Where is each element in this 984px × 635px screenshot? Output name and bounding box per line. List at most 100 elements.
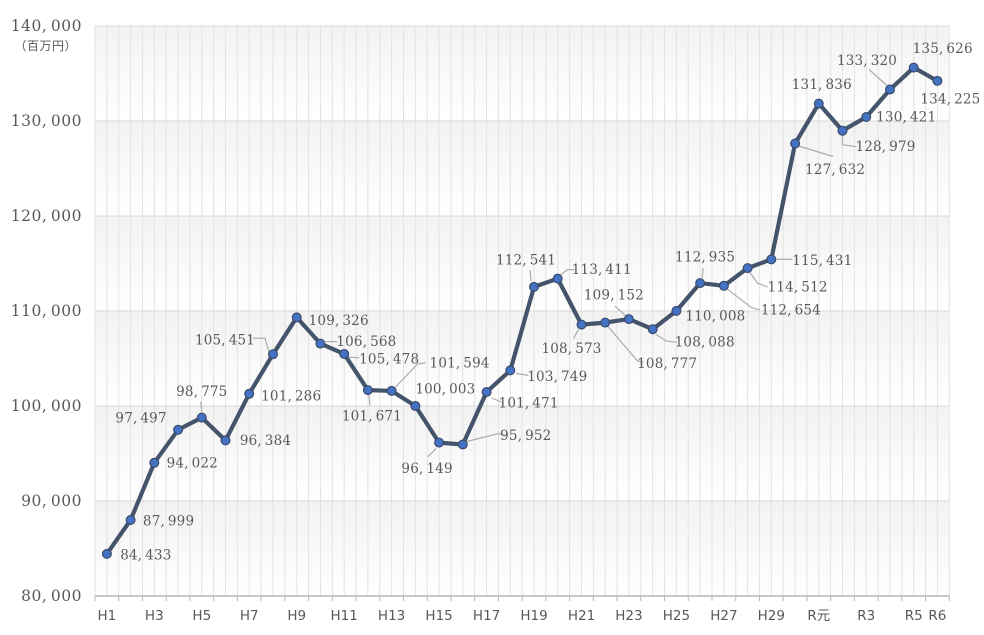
- data-point-marker[interactable]: [386, 385, 397, 396]
- x-tick-label: H13: [378, 608, 405, 624]
- data-point-marker[interactable]: [244, 388, 255, 399]
- series-line: [104, 65, 940, 556]
- data-label-leader-line: [395, 362, 426, 388]
- data-point-marker[interactable]: [149, 457, 160, 468]
- data-point-marker[interactable]: [505, 365, 516, 376]
- data-label-leader-line: [614, 305, 627, 317]
- x-tick-label: H9: [287, 608, 306, 624]
- data-label: 112, 935: [675, 250, 735, 266]
- y-tick-label: 110, 000: [11, 302, 82, 320]
- data-label: 101, 286: [261, 388, 321, 404]
- data-point-marker[interactable]: [718, 280, 729, 291]
- data-point-marker[interactable]: [528, 281, 539, 292]
- x-tick-label: H5: [192, 608, 211, 624]
- data-label-leader-line: [749, 271, 768, 288]
- data-label: 97, 497: [115, 410, 166, 426]
- x-tick-label: H7: [240, 608, 259, 624]
- y-tick-label: 140, 000: [11, 17, 82, 35]
- data-point-marker[interactable]: [647, 324, 658, 335]
- data-point-marker[interactable]: [410, 401, 421, 412]
- data-label: 108, 777: [637, 356, 697, 372]
- data-point-marker[interactable]: [742, 263, 753, 274]
- data-label-leader-line: [349, 356, 360, 359]
- data-label: 115, 431: [792, 253, 852, 269]
- x-tick-label: R6: [928, 608, 946, 624]
- data-point-marker[interactable]: [766, 254, 777, 265]
- x-tick-label: H23: [615, 608, 642, 624]
- data-label: 94, 022: [167, 455, 218, 471]
- data-label: 101, 471: [499, 396, 559, 412]
- data-label-leader-line: [466, 432, 505, 443]
- x-tick-label: H3: [145, 608, 164, 624]
- data-point-marker[interactable]: [600, 317, 611, 328]
- data-point-marker[interactable]: [315, 338, 326, 349]
- data-point-marker[interactable]: [813, 98, 824, 109]
- data-label: 101, 594: [430, 355, 490, 371]
- x-tick-label: H27: [710, 608, 737, 624]
- data-point-marker[interactable]: [434, 437, 445, 448]
- data-label: 108, 573: [541, 341, 601, 357]
- data-point-marker[interactable]: [291, 312, 302, 323]
- data-label-leader-line: [572, 329, 580, 339]
- data-label: 112, 541: [496, 252, 556, 268]
- data-label: 84, 433: [120, 547, 171, 563]
- data-point-marker[interactable]: [220, 435, 231, 446]
- x-tick-label: H19: [520, 608, 547, 624]
- data-point-marker[interactable]: [457, 439, 468, 450]
- data-label: 114, 512: [768, 280, 828, 296]
- data-point-marker[interactable]: [908, 62, 919, 73]
- data-label: 109, 326: [309, 313, 369, 329]
- data-label: 133, 320: [837, 53, 897, 69]
- data-point-marker[interactable]: [695, 278, 706, 289]
- data-point-marker[interactable]: [884, 84, 895, 95]
- data-point-marker[interactable]: [339, 349, 350, 360]
- data-point-marker[interactable]: [552, 273, 563, 284]
- data-point-marker[interactable]: [861, 111, 872, 122]
- data-point-marker[interactable]: [837, 125, 848, 136]
- data-label: 95, 952: [500, 428, 551, 444]
- data-label-leader-line: [606, 325, 644, 364]
- data-point-marker[interactable]: [576, 319, 587, 330]
- data-point-marker[interactable]: [196, 412, 207, 423]
- data-label-leader-line: [529, 269, 532, 281]
- data-label: 130, 421: [876, 110, 936, 126]
- x-tick-label: H1: [98, 608, 117, 624]
- data-label: 100, 003: [415, 382, 475, 398]
- data-point-marker[interactable]: [932, 75, 943, 86]
- data-label: 113, 411: [572, 262, 632, 278]
- data-label: 134, 225: [920, 91, 980, 107]
- data-label: 96, 149: [401, 461, 452, 477]
- y-tick-label: 90, 000: [21, 492, 82, 510]
- data-point-marker[interactable]: [268, 349, 279, 360]
- x-tick-label: R3: [857, 608, 875, 624]
- data-point-marker[interactable]: [173, 424, 184, 435]
- data-label: 101, 671: [342, 409, 402, 425]
- data-label-leader-line: [427, 448, 437, 458]
- data-label: 103, 749: [527, 369, 587, 385]
- data-point-marker[interactable]: [481, 387, 492, 398]
- x-tick-label: H29: [758, 608, 785, 624]
- data-point-marker[interactable]: [362, 385, 373, 396]
- data-label-leader-line: [200, 401, 203, 413]
- data-point-marker[interactable]: [125, 514, 136, 525]
- x-tick-label: R5: [905, 608, 923, 624]
- data-point-marker[interactable]: [101, 548, 112, 559]
- data-label: 105, 478: [359, 352, 419, 368]
- data-label: 87, 999: [143, 514, 194, 530]
- y-tick-label: 80, 000: [21, 587, 82, 605]
- x-tick-label: H15: [425, 608, 452, 624]
- data-point-marker[interactable]: [623, 314, 634, 325]
- data-label-leader-line: [701, 268, 704, 279]
- x-tick-label: R元: [807, 608, 830, 624]
- data-label-leader-line: [868, 69, 888, 86]
- data-label-leader-line: [841, 134, 857, 148]
- data-label: 109, 152: [584, 288, 644, 304]
- data-point-marker[interactable]: [790, 138, 801, 149]
- data-label: 128, 979: [855, 139, 915, 155]
- x-tick-label: H11: [331, 608, 358, 624]
- data-point-marker[interactable]: [671, 305, 682, 316]
- data-label: 98, 775: [176, 384, 227, 400]
- data-label: 131, 836: [792, 77, 852, 93]
